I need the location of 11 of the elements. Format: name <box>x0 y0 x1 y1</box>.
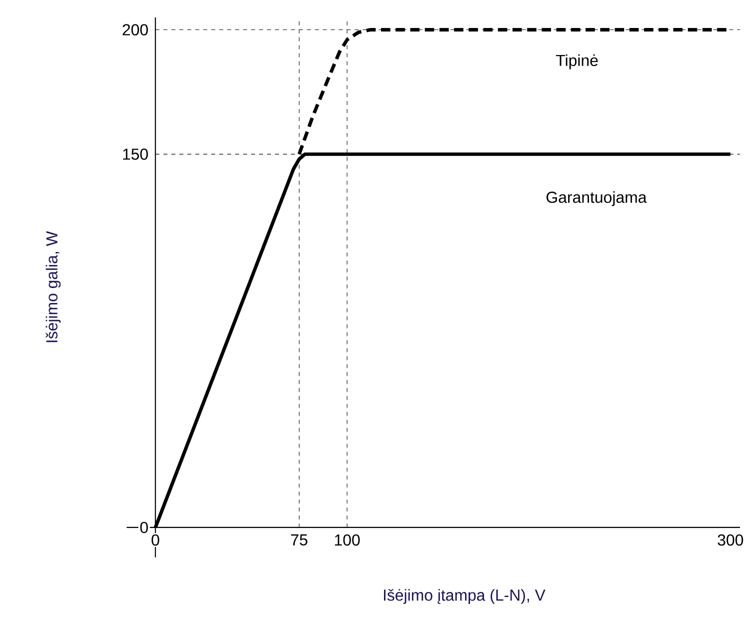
x-tick-label: 100 <box>335 534 360 546</box>
x-tick-label: 0 <box>152 534 160 546</box>
x-tick-label: 300 <box>718 534 744 546</box>
y-tick-label: 200 <box>122 24 148 36</box>
x-axis-title: Išėjimo įtampa (L-N), V <box>384 588 546 604</box>
series-label: Tipinė <box>556 54 598 70</box>
x-tick-label: 75 <box>291 534 308 546</box>
text: Garantuojama <box>546 191 647 206</box>
y-axis-title: Išėjimo galia, W <box>46 231 61 342</box>
y-tick-label: 0 <box>140 522 148 533</box>
y-tick-label: 150 <box>123 148 148 160</box>
